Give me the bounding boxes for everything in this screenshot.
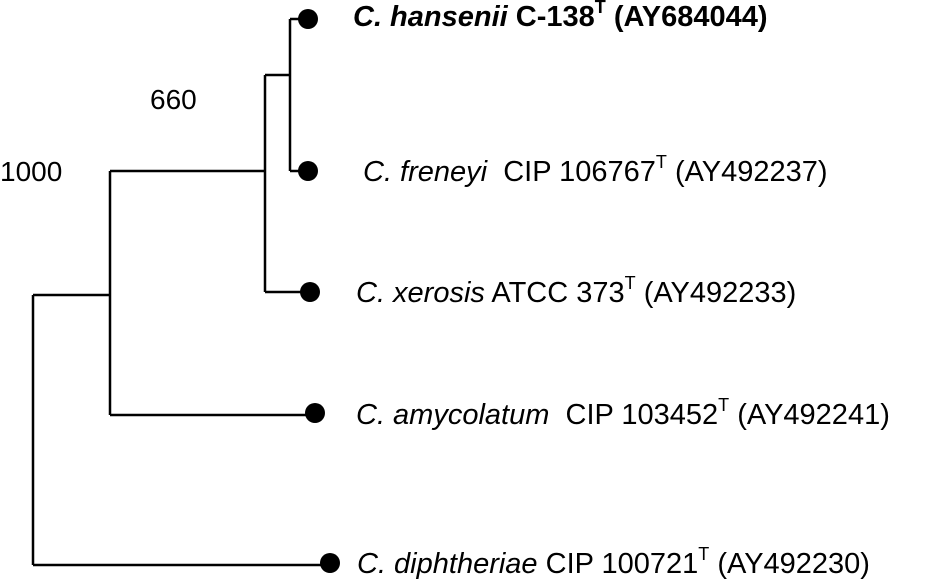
taxon-label-xerosis: C. xerosis ATCC 373T (AY492233): [356, 274, 797, 309]
hansenii-node: [298, 9, 318, 29]
accession-number: (AY492241): [737, 399, 890, 431]
strain-name: C-138: [515, 1, 595, 33]
accession-number: (AY492237): [674, 156, 828, 188]
taxon-label-amycolatum: C. amycolatum CIP 103452T (AY492241): [356, 396, 890, 431]
type-strain-mark: T: [655, 152, 667, 172]
type-strain-mark: T: [624, 273, 636, 293]
species-name: C. xerosis: [356, 277, 485, 309]
bootstrap-value-1000: 1000: [0, 156, 63, 187]
accession-number: (AY492233): [643, 277, 797, 309]
strain-name: ATCC 373: [491, 277, 625, 309]
strain-name: CIP 106767: [503, 156, 656, 188]
taxon-label-diphtheriae: C. diphtheriae CIP 100721T (AY492230): [357, 545, 870, 580]
taxon-label-freneyi: C. freneyi CIP 106767T (AY492237): [363, 153, 828, 188]
type-strain-mark: T: [698, 544, 710, 564]
species-name: C. diphtheriae: [357, 548, 538, 580]
amycolatum-node: [305, 403, 325, 423]
species-name: C. amycolatum: [356, 399, 550, 431]
accession-number: (AY492230): [717, 548, 870, 580]
type-strain-mark: T: [718, 395, 730, 415]
species-name: C. hansenii: [353, 1, 508, 33]
accession-number: (AY684044): [613, 1, 768, 33]
strain-name: CIP 103452: [565, 399, 719, 431]
bootstrap-value-660: 660: [150, 84, 197, 115]
strain-name: CIP 100721: [545, 548, 699, 580]
taxon-label-hansenii: C. hansenii C-138T (AY684044): [353, 0, 768, 33]
diphtheriae-node: [320, 553, 340, 573]
freneyi-node: [298, 161, 318, 181]
xerosis-node: [300, 282, 320, 302]
type-strain-mark: T: [594, 0, 606, 17]
species-name: C. freneyi: [363, 156, 488, 188]
